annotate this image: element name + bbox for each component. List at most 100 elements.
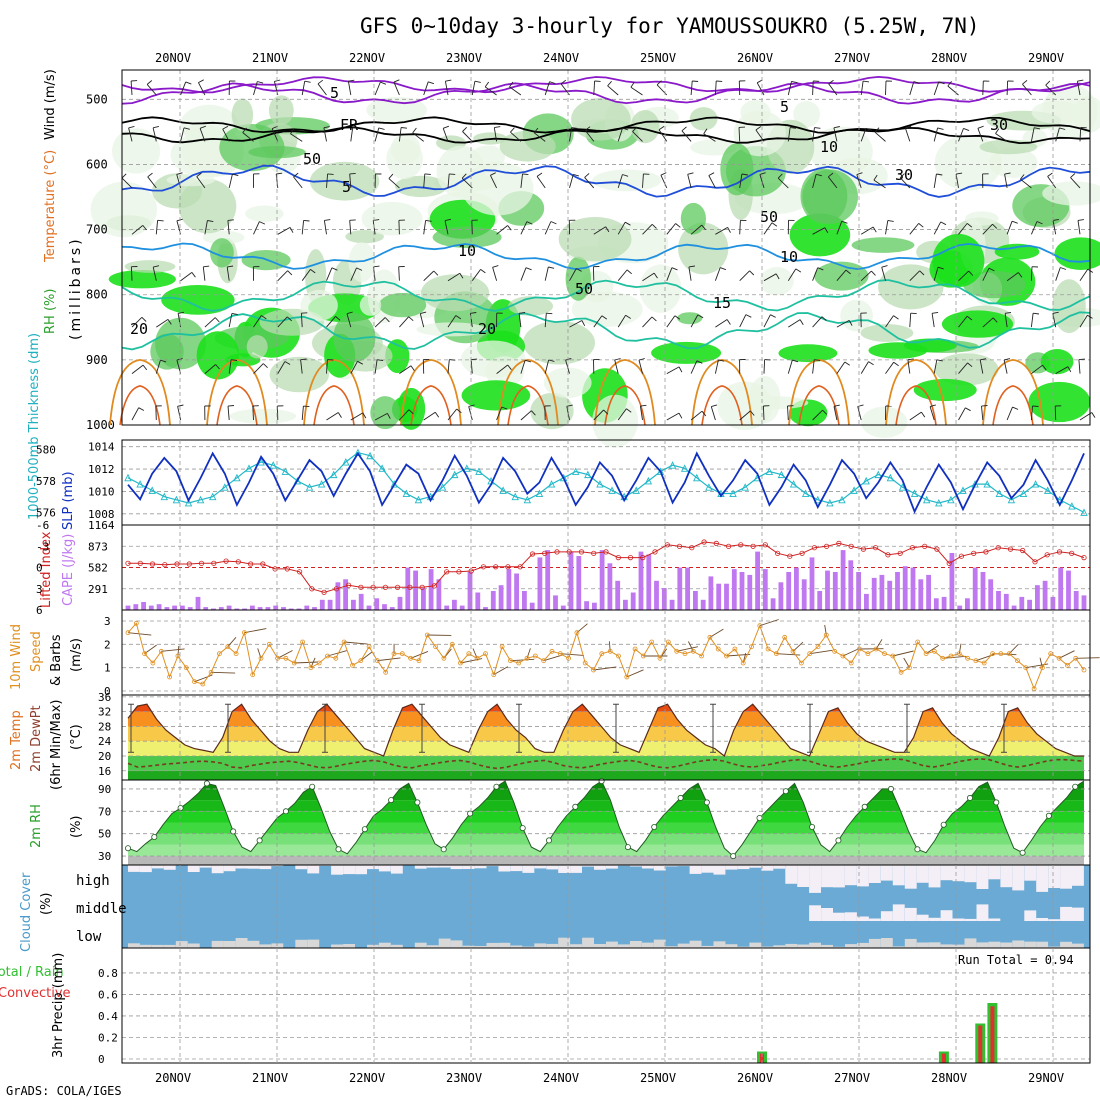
- high-cloud: [510, 865, 523, 872]
- high-cloud: [976, 865, 989, 889]
- lifted-index-point: [983, 549, 989, 555]
- wind-barb-feather: [977, 125, 984, 129]
- low-cloud: [331, 944, 343, 948]
- wind-barb-feather: [387, 413, 391, 419]
- wind-speed-point: [840, 653, 846, 659]
- wind-barb-feather: [992, 317, 998, 323]
- rh-shading: [245, 205, 284, 222]
- thickness-point: [705, 483, 713, 491]
- lifted-index-point: [897, 550, 903, 556]
- wind-barb: [227, 220, 230, 235]
- wind-speed-point: [474, 655, 480, 661]
- wind-barb: [131, 364, 144, 374]
- wind10m-barb: [144, 644, 157, 655]
- lifted-index-point: [456, 569, 462, 575]
- cape-bar: [957, 605, 963, 610]
- wind-barb: [1003, 359, 1008, 374]
- cape-tick-label: 1164: [88, 519, 115, 532]
- wind-barb: [326, 173, 329, 188]
- wind-barb: [393, 81, 400, 96]
- cape-bar: [180, 605, 185, 610]
- cape-bar: [693, 591, 698, 610]
- wind-barb: [301, 81, 306, 96]
- rh-shading: [778, 344, 838, 363]
- wind-speed-point: [358, 658, 364, 664]
- dewpoint-line: [127, 758, 1085, 770]
- mid-cloud: [1072, 907, 1084, 921]
- wind-barb: [836, 361, 846, 374]
- wind-speed-point: [158, 648, 164, 654]
- wind-barb: [569, 174, 574, 189]
- wind-barb: [1006, 221, 1013, 235]
- wind-barb-feather: [1034, 127, 1041, 130]
- thickness-point: [148, 486, 156, 494]
- thickness-point: [1007, 495, 1016, 504]
- wind-barb: [374, 317, 386, 328]
- rh-label: RH (%): [43, 289, 58, 334]
- wind-barb-feather: [1011, 220, 1018, 224]
- wind-speed-point: [1081, 667, 1087, 673]
- rh-band: [128, 781, 1084, 789]
- wind-barb-feather: [526, 221, 533, 225]
- thickness-point: [160, 492, 169, 501]
- temperature-contour-surface: [798, 385, 840, 426]
- thickness-point: [245, 464, 253, 472]
- wind-barb-feather: [678, 366, 683, 373]
- rh-shading: [196, 331, 240, 380]
- wind-barb-feather: [750, 410, 755, 416]
- low-cloud: [582, 937, 594, 948]
- high-cloud: [378, 865, 391, 872]
- wind-barb: [632, 131, 643, 142]
- wind-barb: [1055, 267, 1061, 281]
- wind-speed-point: [699, 653, 704, 659]
- high-cloud: [880, 865, 893, 881]
- bottom-day-label: 22NOV: [349, 1071, 385, 1085]
- low-cloud: [139, 944, 152, 948]
- wind-barb-feather: [1005, 311, 1012, 314]
- rh-shading: [359, 294, 382, 316]
- rh-shading: [366, 97, 428, 123]
- wind-barb-feather: [286, 316, 293, 322]
- wind-barb: [374, 127, 380, 142]
- wind-barb: [317, 83, 327, 96]
- wind-speed-point: [316, 660, 322, 666]
- low-cloud: [259, 944, 272, 948]
- lifted-index-point: [1056, 549, 1063, 555]
- wind-barb: [271, 128, 279, 142]
- low-cloud: [916, 942, 929, 948]
- low-cloud: [187, 943, 200, 948]
- thickness-point: [741, 483, 749, 491]
- temperature-contour-surface: [400, 358, 462, 426]
- cape-bar: [366, 605, 372, 610]
- wind-barb: [955, 174, 959, 188]
- lifted-index-point: [149, 561, 156, 567]
- wind-barb-feather: [484, 81, 490, 88]
- cloud-level-label: high: [76, 873, 110, 889]
- temperature-contour-surface: [303, 358, 365, 426]
- wind-barb-feather: [317, 79, 324, 85]
- wind-barb-feather: [726, 319, 731, 325]
- low-cloud: [653, 939, 666, 948]
- high-cloud: [211, 865, 224, 874]
- wind-barb-feather: [433, 270, 439, 276]
- wind-speed-point: [740, 660, 746, 666]
- cape-bar: [459, 605, 465, 610]
- wind-speed-point: [990, 651, 995, 657]
- wind-barb: [520, 173, 523, 188]
- wind10m-barb: [327, 649, 348, 657]
- wind-barb-feather: [519, 312, 526, 314]
- rh-shading: [161, 285, 235, 315]
- wind-barb: [933, 267, 939, 281]
- wind-speed-point: [790, 648, 796, 654]
- mid-cloud: [833, 912, 845, 921]
- high-cloud: [486, 865, 499, 867]
- wind-barb-feather: [795, 268, 802, 273]
- rh-point: [125, 845, 132, 852]
- wind-barb-feather: [638, 358, 645, 361]
- rh-point: [203, 780, 210, 787]
- high-cloud: [355, 865, 367, 875]
- wind-barb: [374, 413, 388, 421]
- wind-barb-feather: [585, 126, 591, 131]
- wind-barb-feather: [507, 225, 512, 231]
- wind-tick-label: 0: [104, 685, 111, 698]
